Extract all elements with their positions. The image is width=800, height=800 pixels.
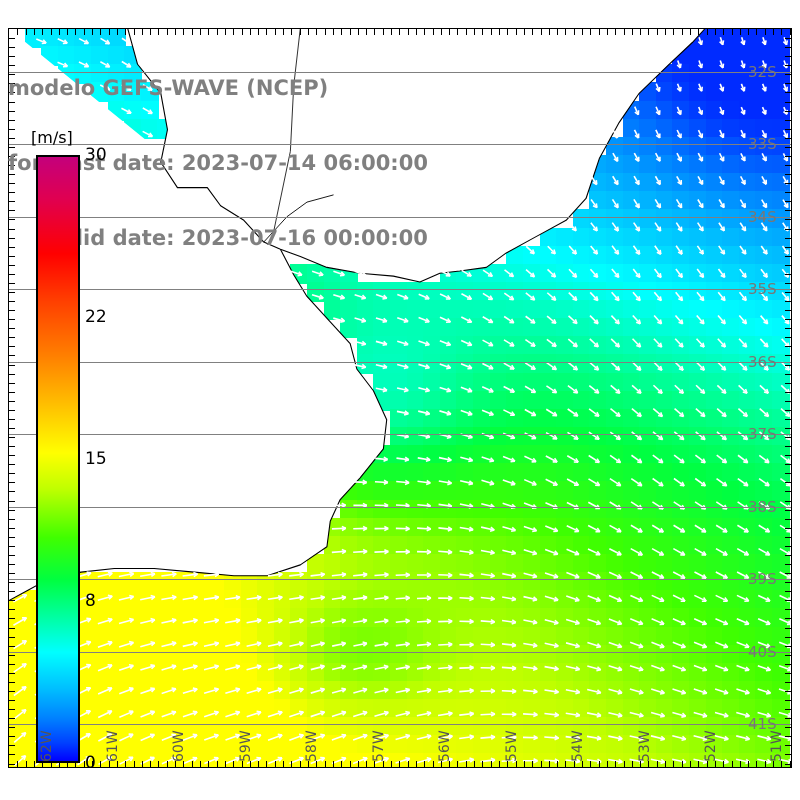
graticule-parallel (8, 289, 792, 290)
ocean-wind-field (8, 28, 792, 768)
colorbar-tick-label: 8 (85, 590, 96, 611)
colorbar (36, 155, 80, 763)
colorbar-tick-label: 22 (85, 307, 107, 328)
graticule-parallel (8, 144, 792, 145)
colorbar-tick-label: 0 (85, 753, 96, 773)
graticule-parallel (8, 724, 792, 725)
map-plot-area (8, 28, 792, 768)
colorbar-tick-label: 15 (85, 449, 107, 469)
colorbar-tick-label: 30 (85, 145, 107, 165)
graticule-parallel (8, 72, 792, 73)
graticule-parallel (8, 579, 792, 580)
graticule-parallel (8, 507, 792, 508)
graticule-parallel (8, 217, 792, 218)
graticule-parallel (8, 652, 792, 653)
graticule-parallel (8, 434, 792, 435)
graticule-parallel (8, 362, 792, 363)
colorbar-unit-label: [m/s] (31, 128, 73, 147)
